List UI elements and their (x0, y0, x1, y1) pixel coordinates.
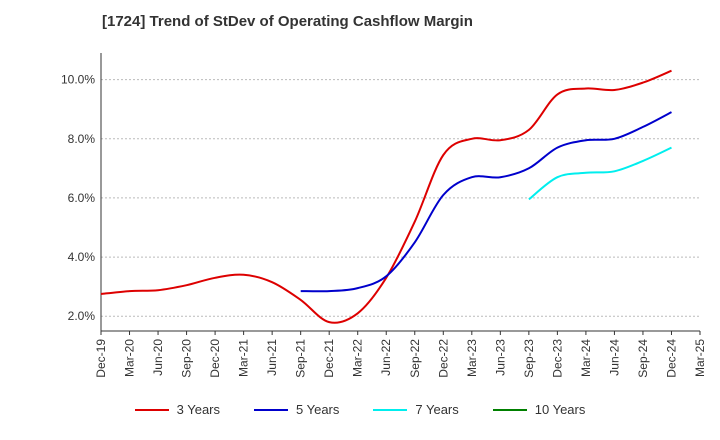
x-tick-label: Jun-21 (265, 339, 279, 376)
legend-label: 7 Years (415, 402, 459, 417)
axes (100, 53, 701, 335)
legend-swatch (134, 408, 169, 411)
x-tick-label: Jun-22 (379, 339, 393, 376)
series-lines (100, 69, 672, 324)
legend-item: 5 Years (254, 402, 339, 417)
series-line-7-years (528, 146, 672, 201)
y-tick-label: 8.0% (68, 132, 96, 146)
series-line-5-years (300, 111, 672, 293)
x-tick-label: Sep-22 (408, 339, 422, 378)
x-tick-label: Mar-21 (237, 339, 251, 377)
x-tick-label: Jun-20 (151, 339, 165, 376)
y-tick-label: 6.0% (68, 191, 96, 205)
x-tick-label: Dec-20 (208, 339, 222, 378)
x-tick-label: Sep-24 (636, 339, 650, 378)
series-line-3-years (100, 69, 672, 324)
legend-item: 7 Years (373, 402, 459, 417)
x-tick-label: Sep-23 (522, 339, 536, 378)
legend-label: 10 Years (534, 402, 586, 417)
x-tick-label: Dec-19 (94, 339, 108, 378)
legend-label: 5 Years (296, 402, 340, 417)
y-tick-label: 2.0% (68, 309, 96, 323)
x-tick-label: Dec-23 (550, 339, 564, 378)
x-tick-label: Jun-24 (607, 339, 621, 376)
x-tick-label: Mar-24 (579, 339, 593, 377)
x-tick-label: Dec-21 (322, 339, 336, 378)
x-tick-label: Jun-23 (493, 339, 507, 376)
x-tick-label: Mar-23 (465, 339, 479, 377)
legend-swatch (373, 408, 408, 411)
y-tick-label: 10.0% (61, 73, 95, 87)
tick-labels: 2.0% 4.0% 6.0% 8.0% 10.0% Dec-19 Mar-20 Jun-20 S… (61, 73, 707, 378)
x-tick-label: Sep-20 (180, 339, 194, 378)
x-tick-label: Dec-22 (436, 339, 450, 378)
x-tick-label: Dec-24 (664, 339, 678, 378)
y-tick-label: 4.0% (68, 250, 96, 264)
legend-swatch (254, 408, 288, 411)
legend-label: 3 Years (176, 402, 220, 417)
x-tick-label: Mar-25 (693, 339, 707, 377)
chart-title: [1724] Trend of StDev of Operating Cashf… (102, 13, 473, 30)
x-tick-label: Mar-20 (123, 339, 137, 377)
legend: 3 Years 5 Years 7 Years 10 Years (0, 402, 720, 417)
gridlines (101, 79, 700, 317)
legend-item: 3 Years (134, 402, 220, 417)
x-tick-label: Sep-21 (294, 339, 308, 378)
legend-swatch (492, 408, 527, 411)
x-tick-label: Mar-22 (351, 339, 365, 377)
legend-item: 10 Years (492, 402, 586, 417)
